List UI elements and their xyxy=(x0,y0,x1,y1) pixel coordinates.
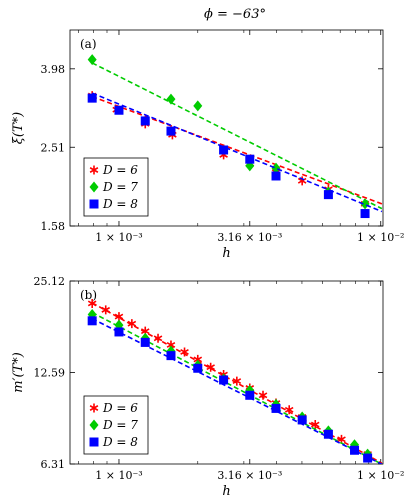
data-point xyxy=(258,390,268,400)
data-point xyxy=(310,420,320,430)
data-point xyxy=(271,162,281,174)
data-point xyxy=(180,347,189,357)
x-tick-label: 1 × 10⁻² xyxy=(357,231,404,244)
data-point xyxy=(153,333,163,343)
data-point xyxy=(193,363,203,373)
x-tick-label: 1 × 10⁻³ xyxy=(95,231,142,244)
legend-marker xyxy=(89,181,99,193)
data-point xyxy=(87,93,97,103)
panel-label: (a) xyxy=(80,37,97,51)
data-point xyxy=(271,403,281,413)
data-point xyxy=(232,376,242,386)
data-point xyxy=(140,337,150,347)
legend-entry: D = 6 xyxy=(102,401,138,415)
y-tick-label: 3.98 xyxy=(41,63,66,76)
data-point xyxy=(193,100,203,112)
data-point xyxy=(140,116,150,126)
x-axis-label: h xyxy=(222,484,230,499)
legend-marker xyxy=(89,419,99,431)
data-point xyxy=(114,312,124,322)
plot-frame xyxy=(69,29,384,227)
x-tick-label: 3.16 × 10⁻³ xyxy=(217,469,282,482)
legend-marker xyxy=(89,437,99,447)
data-point xyxy=(360,209,370,219)
y-tick-label: 12.59 xyxy=(34,366,66,379)
panel-label: (b) xyxy=(80,288,97,302)
figure-title: ϕ = −63° xyxy=(204,7,266,22)
legend-entry: D = 8 xyxy=(102,197,138,211)
data-point xyxy=(101,305,111,315)
legend-marker xyxy=(89,199,99,209)
legend-marker xyxy=(89,403,99,413)
fit-line xyxy=(91,317,383,464)
data-point xyxy=(350,445,360,455)
y-tick-label: 2.51 xyxy=(41,141,66,154)
y-tick-label: 1.58 xyxy=(41,220,66,233)
data-point xyxy=(360,198,370,210)
legend: D = 6 D = 7 D = 8 xyxy=(83,395,149,455)
panel-b: 1 × 10⁻³ 3.16 × 10⁻³ 1 × 10⁻² 6.31 12.59 25.1… xyxy=(11,275,404,499)
data-point xyxy=(87,316,97,326)
legend-entry: D = 8 xyxy=(102,435,138,449)
data-point xyxy=(114,105,124,115)
data-point xyxy=(219,145,229,155)
x-axis-label: h xyxy=(222,246,230,261)
data-point xyxy=(166,93,176,105)
y-tick-label: 6.31 xyxy=(41,458,66,471)
fit-line xyxy=(91,311,383,464)
data-point xyxy=(245,390,255,400)
fit-line xyxy=(91,95,383,205)
legend-entry: D = 7 xyxy=(102,418,138,432)
series-3 xyxy=(87,92,383,219)
fit-line xyxy=(91,92,383,213)
data-point xyxy=(166,126,176,136)
x-tick-label: 1 × 10⁻³ xyxy=(95,469,142,482)
y-tick-label: 25.12 xyxy=(34,275,66,288)
data-point xyxy=(323,190,333,200)
legend: D = 6 D = 7 D = 8 xyxy=(83,157,149,217)
data-point xyxy=(297,415,307,425)
plot-area xyxy=(87,54,383,219)
data-point xyxy=(166,351,176,361)
data-point xyxy=(219,375,229,385)
data-point xyxy=(363,453,373,463)
data-point xyxy=(114,327,124,337)
data-point xyxy=(87,298,97,308)
data-point xyxy=(87,54,97,66)
data-point xyxy=(297,176,307,186)
legend-entry: D = 7 xyxy=(102,180,138,194)
fit-line xyxy=(91,302,383,464)
y-axis-label: ξ(T*) xyxy=(11,112,26,144)
data-point xyxy=(323,429,333,439)
data-point xyxy=(271,171,281,181)
x-tick-label: 3.16 × 10⁻³ xyxy=(217,231,282,244)
legend-marker xyxy=(89,165,99,175)
y-axis-label: m′(T*) xyxy=(11,352,26,393)
fit-line xyxy=(91,62,383,210)
series-3 xyxy=(87,316,383,464)
data-point xyxy=(206,362,215,372)
panel-a: 1 × 10⁻³ 3.16 × 10⁻³ 1 × 10⁻² 1.58 2.51 3.98 h… xyxy=(11,29,404,261)
x-tick-label: 1 × 10⁻² xyxy=(357,469,404,482)
data-point xyxy=(245,154,255,164)
data-point xyxy=(284,405,294,415)
data-point xyxy=(127,319,137,329)
legend-entry: D = 6 xyxy=(102,163,138,177)
plot-area xyxy=(87,298,383,464)
